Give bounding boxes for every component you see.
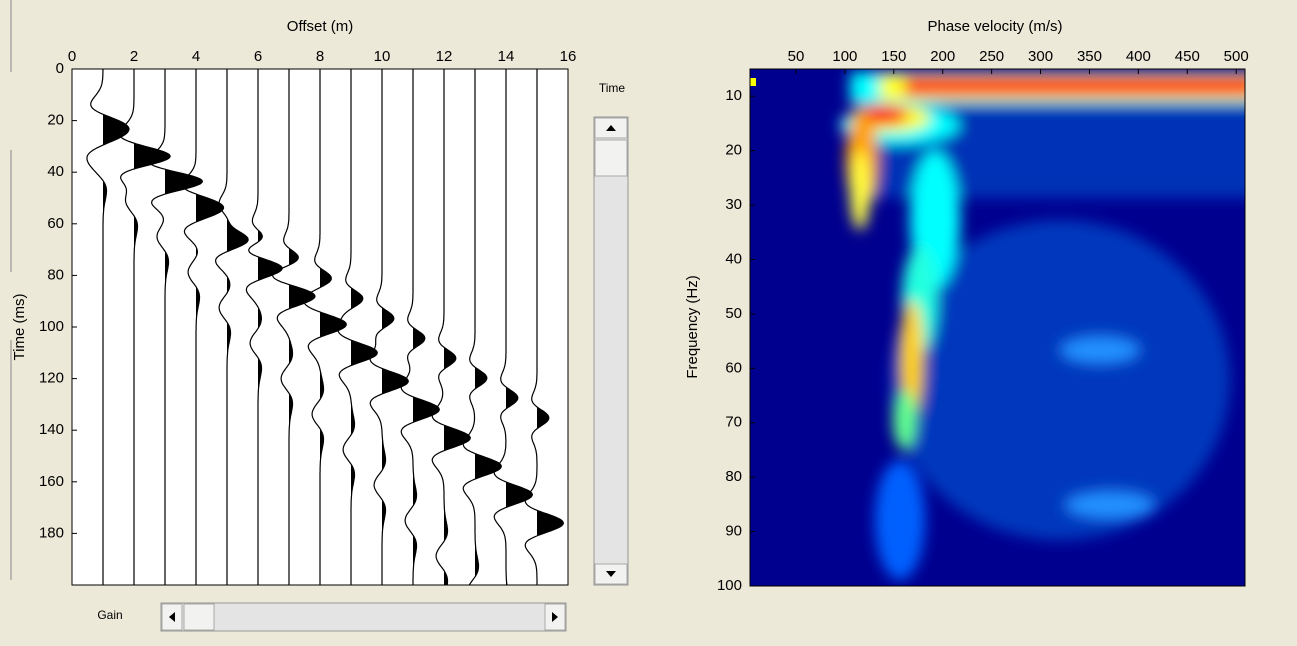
gain-scrollbar[interactable] bbox=[160, 602, 567, 632]
x-tick-label: 6 bbox=[254, 48, 262, 65]
x-tick-label: 50 bbox=[788, 48, 805, 65]
heatmap-axes bbox=[749, 68, 1246, 587]
y-tick-label: 60 bbox=[47, 215, 64, 232]
y-tick-label: 120 bbox=[39, 370, 64, 387]
trace bbox=[431, 69, 471, 585]
y-tick-label: 70 bbox=[725, 414, 742, 431]
x-tick-label: 500 bbox=[1224, 48, 1249, 65]
time-scrollbar[interactable] bbox=[593, 116, 629, 586]
wiggle-layer bbox=[86, 69, 565, 585]
gain-label: Gain bbox=[97, 608, 122, 622]
x-tick-label: 16 bbox=[560, 48, 577, 65]
trace bbox=[271, 69, 316, 585]
x-tick-label: 250 bbox=[979, 48, 1004, 65]
x-tick-label: 450 bbox=[1175, 48, 1200, 65]
heatmap-energy bbox=[840, 72, 1245, 580]
y-tick-label: 80 bbox=[47, 266, 64, 283]
y-axis-label: Time (ms) bbox=[11, 294, 28, 361]
trace-fill bbox=[320, 69, 347, 585]
x-tick-label: 10 bbox=[374, 48, 391, 65]
trace bbox=[147, 69, 204, 585]
arrow-icon bbox=[169, 612, 175, 622]
y-tick-label: 0 bbox=[56, 60, 64, 77]
scroll-thumb[interactable] bbox=[594, 139, 628, 177]
x-tick-label: 2 bbox=[130, 48, 138, 65]
y-tick-label: 100 bbox=[39, 318, 64, 335]
x-tick-label: 8 bbox=[316, 48, 324, 65]
y-tick-label: 140 bbox=[39, 421, 64, 438]
heatmap-pixel bbox=[750, 78, 756, 86]
y-tick-label: 20 bbox=[725, 142, 742, 159]
y-tick-label: 40 bbox=[47, 163, 64, 180]
x-tick-label: 350 bbox=[1077, 48, 1102, 65]
x-tick-label: 0 bbox=[68, 48, 76, 65]
y-tick-label: 40 bbox=[725, 250, 742, 267]
y-tick-label: 50 bbox=[725, 305, 742, 322]
y-tick-label: 20 bbox=[47, 112, 64, 129]
x-tick-label: 300 bbox=[1028, 48, 1053, 65]
trace bbox=[245, 69, 283, 585]
y-axis-label: Frequency (Hz) bbox=[684, 275, 701, 378]
arrow-icon bbox=[606, 125, 616, 131]
arrow-icon bbox=[552, 612, 558, 622]
y-tick-label: 80 bbox=[725, 468, 742, 485]
y-tick-label: 30 bbox=[725, 196, 742, 213]
arrow-icon bbox=[606, 571, 616, 577]
y-tick-label: 10 bbox=[725, 87, 742, 104]
trace-fill bbox=[196, 69, 224, 585]
x-tick-label: 14 bbox=[498, 48, 515, 65]
trace bbox=[462, 69, 502, 585]
trace bbox=[118, 69, 171, 585]
time-label: Time bbox=[599, 81, 626, 95]
x-tick-label: 4 bbox=[192, 48, 200, 65]
trace bbox=[524, 69, 565, 585]
trace-fill bbox=[537, 69, 564, 585]
trace bbox=[303, 69, 347, 585]
trace bbox=[214, 69, 249, 585]
y-tick-label: 160 bbox=[39, 473, 64, 490]
x-tick-label: 12 bbox=[436, 48, 453, 65]
dispersion-image bbox=[750, 69, 1245, 586]
trace bbox=[493, 69, 534, 585]
x-axis-label: Offset (m) bbox=[287, 18, 353, 35]
x-tick-label: 150 bbox=[881, 48, 906, 65]
y-tick-label: 100 bbox=[717, 577, 742, 594]
y-tick-label: 90 bbox=[725, 523, 742, 540]
x-tick-label: 200 bbox=[930, 48, 955, 65]
trace bbox=[369, 69, 409, 585]
trace bbox=[400, 69, 440, 585]
trace-fill bbox=[103, 69, 129, 585]
trace bbox=[86, 69, 130, 585]
trace bbox=[181, 69, 225, 585]
x-tick-label: 400 bbox=[1126, 48, 1151, 65]
x-tick-label: 100 bbox=[832, 48, 857, 65]
trace-fill bbox=[444, 69, 471, 585]
y-tick-label: 60 bbox=[725, 359, 742, 376]
trace bbox=[337, 69, 378, 585]
y-tick-label: 180 bbox=[39, 524, 64, 541]
scroll-thumb[interactable] bbox=[183, 603, 215, 631]
x-axis-label: Phase velocity (m/s) bbox=[927, 18, 1062, 35]
